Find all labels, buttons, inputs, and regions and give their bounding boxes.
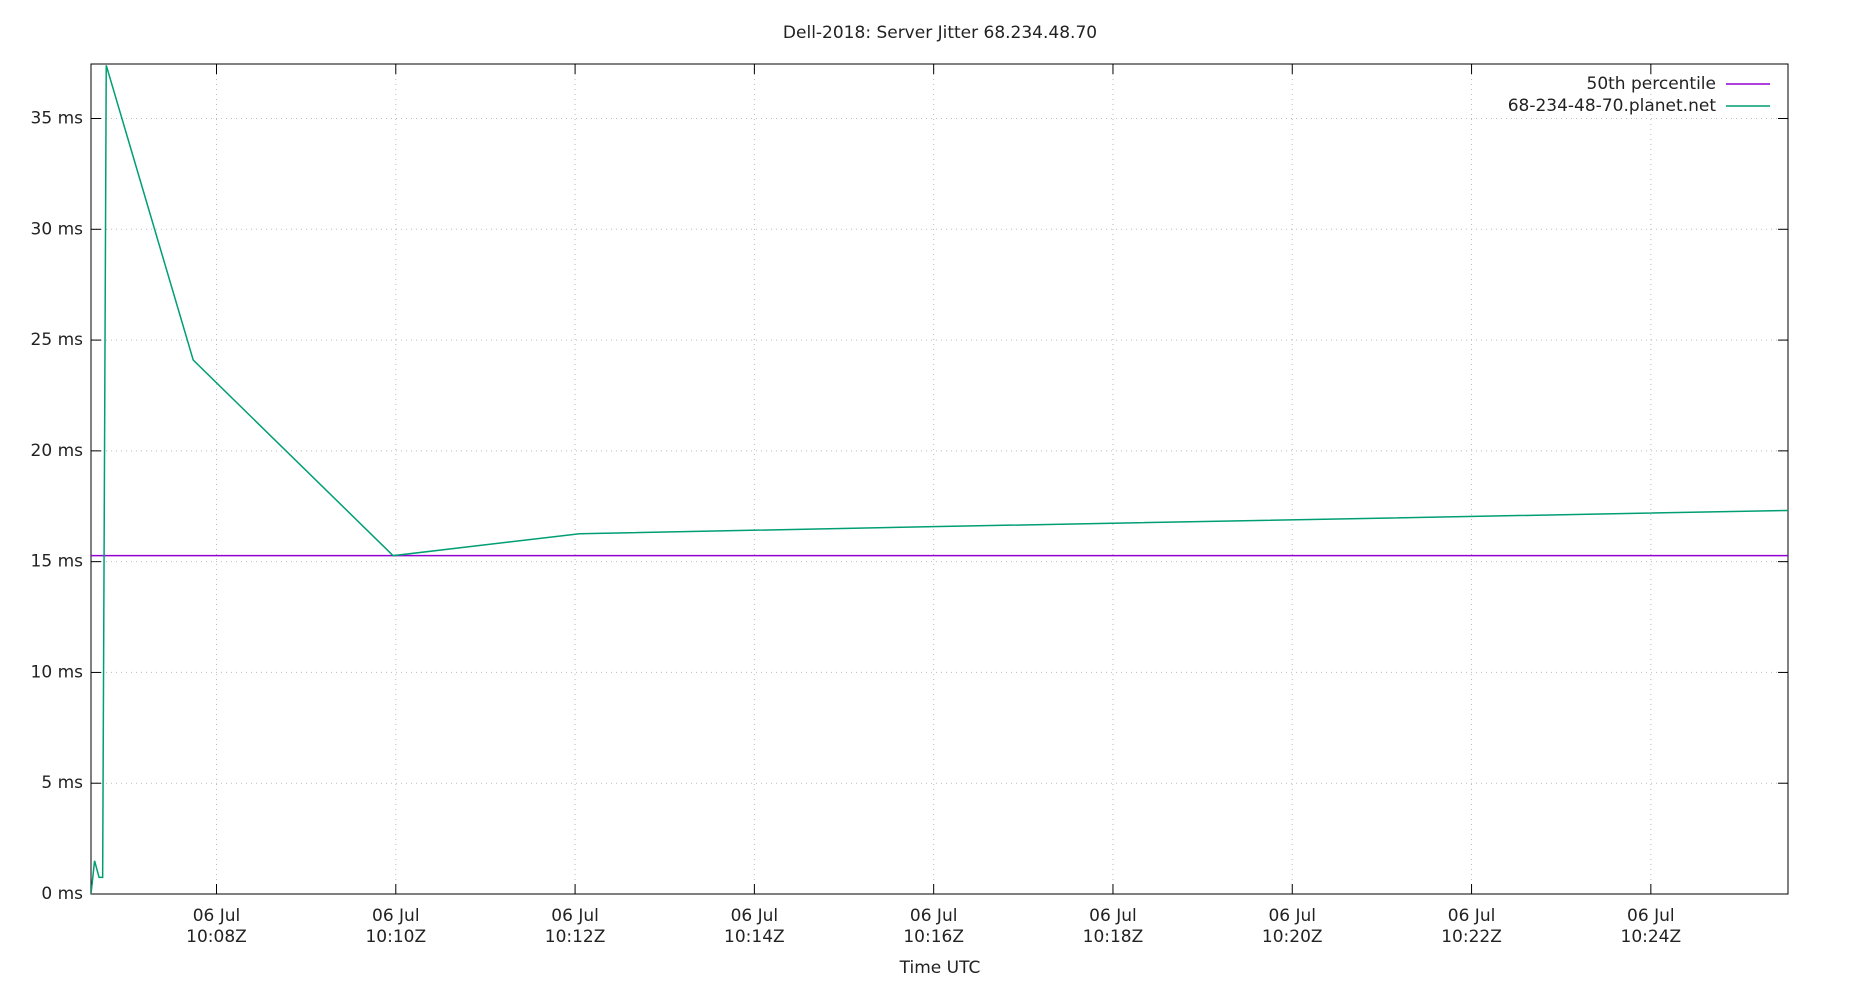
plot-area [91, 65, 1788, 894]
x-tick-label: 06 Jul 10:10Z [365, 906, 427, 947]
y-tick-label: 10 ms [31, 662, 84, 682]
y-tick-label: 35 ms [31, 109, 84, 129]
y-tick-label: 30 ms [31, 219, 84, 239]
x-tick-label: 06 Jul 10:20Z [1261, 906, 1323, 947]
y-tick-label: 20 ms [31, 441, 84, 461]
y-tick-label: 0 ms [41, 884, 83, 904]
x-tick-label: 06 Jul 10:08Z [186, 906, 247, 947]
y-tick-label: 5 ms [41, 773, 83, 793]
x-axis-label: Time UTC [899, 958, 981, 978]
y-tick-label: 15 ms [31, 552, 84, 572]
x-tick-label: 06 Jul 10:18Z [1082, 906, 1144, 947]
x-tick-label: 06 Jul 10:12Z [544, 906, 606, 947]
legend-label: 68-234-48-70.planet.net [1508, 96, 1717, 116]
plot-frame [90, 63, 1789, 895]
x-tick-label: 06 Jul 10:14Z [724, 906, 785, 947]
x-tick-label: 06 Jul 10:16Z [903, 906, 964, 947]
x-tick-label: 06 Jul 10:24Z [1620, 906, 1682, 947]
legend-label: 50th percentile [1587, 74, 1717, 94]
x-tick-label: 06 Jul 10:22Z [1441, 906, 1502, 947]
y-tick-label: 25 ms [31, 330, 84, 350]
series-line [91, 65, 1788, 894]
chart-title: Dell-2018: Server Jitter 68.234.48.70 [783, 23, 1097, 43]
